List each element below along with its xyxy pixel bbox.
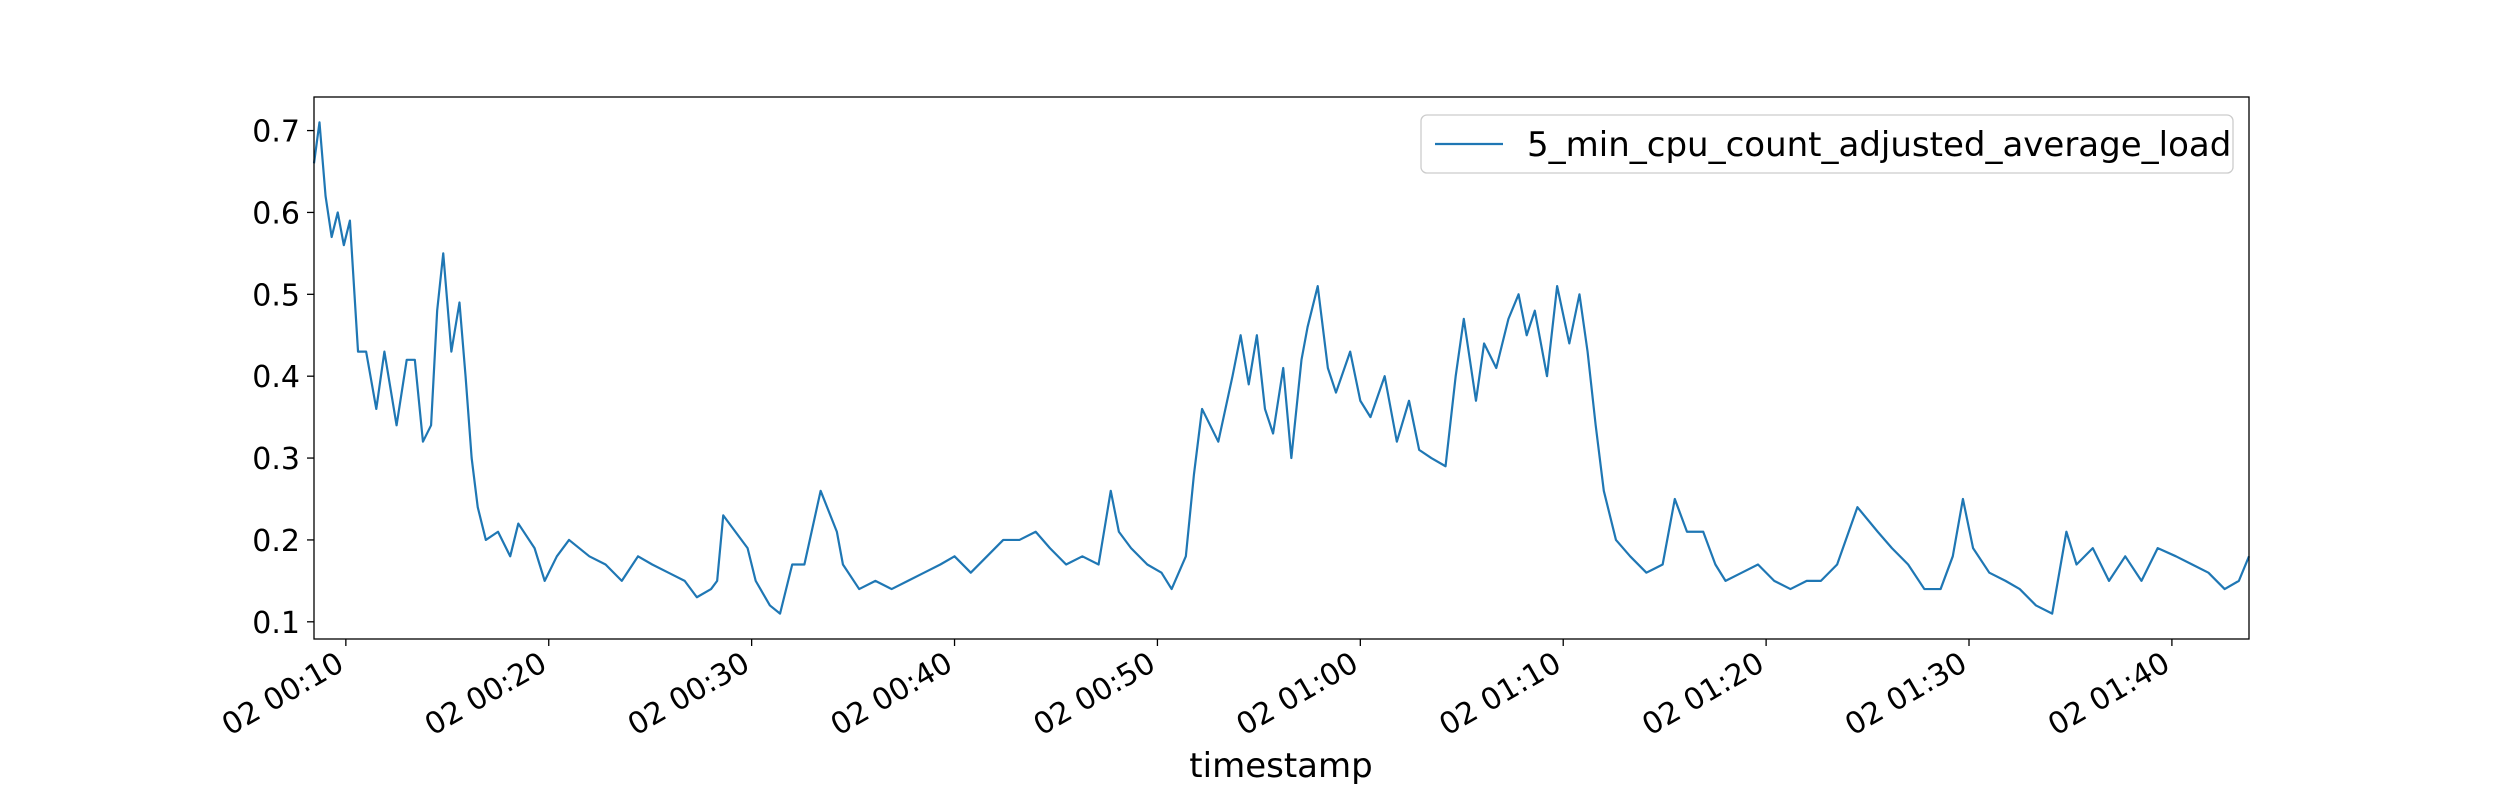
x-axis-label: timestamp xyxy=(1189,746,1372,786)
x-tick-label: 02 00:50 xyxy=(1028,646,1162,743)
y-tick-label: 0.1 xyxy=(252,606,300,641)
y-tick-label: 0.5 xyxy=(252,278,300,313)
legend-label: 5_min_cpu_count_adjusted_average_load xyxy=(1527,125,2231,165)
x-tick-label: 02 01:00 xyxy=(1231,646,1365,743)
series-line xyxy=(312,121,2251,615)
x-tick-label: 02 00:20 xyxy=(419,646,553,743)
y-tick-label: 0.6 xyxy=(252,196,300,231)
y-tick-label: 0.7 xyxy=(252,115,300,150)
x-tick-label: 02 01:40 xyxy=(2042,646,2176,743)
x-tick-label: 02 00:10 xyxy=(216,646,350,743)
axes-frame xyxy=(313,96,2250,640)
x-tick-label: 02 01:10 xyxy=(1434,646,1568,743)
x-tick-label: 02 00:40 xyxy=(825,646,959,743)
y-tick-label: 0.2 xyxy=(252,524,300,559)
x-tick-label: 02 01:20 xyxy=(1636,646,1770,743)
x-tick-label: 02 01:30 xyxy=(1839,646,1973,743)
legend-box xyxy=(1420,114,2234,174)
y-tick-label: 0.4 xyxy=(252,360,300,395)
x-tick-label: 02 00:30 xyxy=(622,646,756,743)
y-tick-label: 0.3 xyxy=(252,442,300,477)
